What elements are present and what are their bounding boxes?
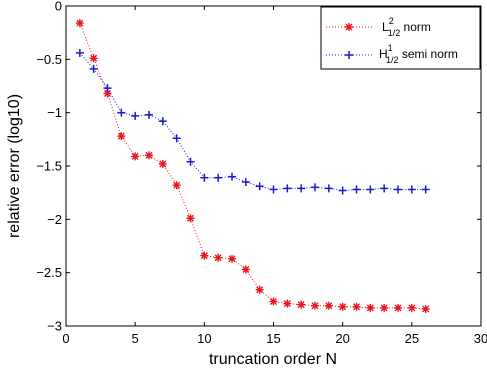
- series-layer: [75, 19, 430, 313]
- series-0: [75, 19, 430, 313]
- data-point: [394, 303, 402, 312]
- data-point: [269, 185, 278, 194]
- data-point: [380, 303, 389, 312]
- data-point: [421, 185, 430, 194]
- data-point: [200, 173, 209, 182]
- data-point: [228, 172, 236, 181]
- data-point: [394, 185, 402, 194]
- data-point: [131, 111, 140, 120]
- data-point: [366, 303, 375, 312]
- data-point: [324, 301, 333, 310]
- x-tick-label: 20: [335, 331, 349, 346]
- data-point: [311, 183, 319, 192]
- legend-marker-glyph: [345, 23, 353, 31]
- legend-l2-sup: 2: [389, 16, 394, 26]
- data-point: [324, 184, 333, 193]
- legend-marker-h1: [345, 51, 353, 59]
- data-point: [228, 254, 236, 263]
- legend-label-l2: L2 1/2 norm: [382, 16, 431, 38]
- y-tick-label: −2: [47, 212, 62, 227]
- data-point: [131, 152, 140, 161]
- x-axis-label: truncation order N: [209, 351, 337, 368]
- legend-h1-sup: 1: [388, 43, 393, 53]
- data-point: [297, 184, 306, 193]
- x-tick-label: 25: [405, 331, 419, 346]
- data-point: [75, 48, 84, 57]
- y-tick-label: −0.5: [36, 52, 62, 67]
- data-point: [89, 54, 98, 63]
- data-point: [380, 184, 389, 193]
- data-point: [117, 132, 126, 141]
- x-tick-label: 30: [474, 331, 487, 346]
- data-point: [283, 184, 292, 193]
- data-point: [145, 151, 153, 160]
- x-tick-label: 5: [132, 331, 139, 346]
- data-point: [186, 157, 195, 166]
- data-point: [269, 297, 278, 306]
- legend-h1-suffix: semi norm: [399, 47, 458, 61]
- data-point: [241, 265, 250, 274]
- legend-marker-l2: [345, 23, 353, 31]
- data-point: [241, 178, 250, 186]
- data-point: [352, 185, 361, 194]
- legend-h1-sub: 1/2: [386, 55, 399, 65]
- data-point: [255, 182, 264, 191]
- data-point: [117, 108, 126, 117]
- data-point: [214, 173, 223, 182]
- data-point: [407, 185, 416, 194]
- y-tick-label: −1.5: [36, 159, 62, 174]
- legend-marker-glyph: [345, 51, 353, 59]
- data-point: [158, 159, 167, 168]
- data-point: [214, 253, 223, 262]
- y-tick-label: −1: [47, 105, 62, 120]
- y-tick-label: −3: [47, 319, 62, 334]
- data-point: [338, 186, 347, 195]
- y-tick-label: 0: [55, 0, 62, 14]
- legend-label-h1: H1 1/2 semi norm: [379, 43, 458, 65]
- legend-box: [320, 6, 481, 70]
- data-point: [89, 64, 98, 73]
- legend-h1-main: H: [379, 47, 388, 61]
- y-axis-label: relative error (log10): [6, 94, 23, 238]
- data-point: [103, 84, 112, 93]
- data-point: [352, 302, 361, 311]
- data-point: [338, 302, 347, 311]
- data-point: [186, 214, 195, 223]
- data-point: [311, 301, 319, 310]
- data-point: [366, 185, 375, 194]
- x-tick-label: 15: [266, 331, 280, 346]
- x-tick-label: 10: [197, 331, 211, 346]
- data-point: [200, 251, 209, 260]
- data-point: [172, 134, 181, 143]
- data-point: [255, 285, 264, 294]
- data-point: [158, 117, 167, 126]
- legend: L2 1/2 norm H1 1/2 semi norm: [320, 6, 481, 70]
- data-point: [145, 110, 153, 119]
- data-point: [75, 19, 84, 28]
- legend-l2-suffix: norm: [400, 20, 431, 34]
- legend-l2-main: L: [382, 20, 389, 34]
- data-point: [172, 181, 181, 190]
- data-point: [407, 303, 416, 312]
- ticks-layer: 0 5 10 15 20 25 30 0 −0.5 −1 −1.5 −2 −2.5 −3: [36, 0, 487, 346]
- data-point: [421, 304, 430, 313]
- x-tick-label: 0: [62, 331, 69, 346]
- data-point: [297, 300, 306, 309]
- data-point: [283, 299, 292, 308]
- legend-l2-sub: 1/2: [388, 28, 401, 38]
- series-1: [75, 48, 430, 195]
- y-tick-label: −2.5: [36, 265, 62, 280]
